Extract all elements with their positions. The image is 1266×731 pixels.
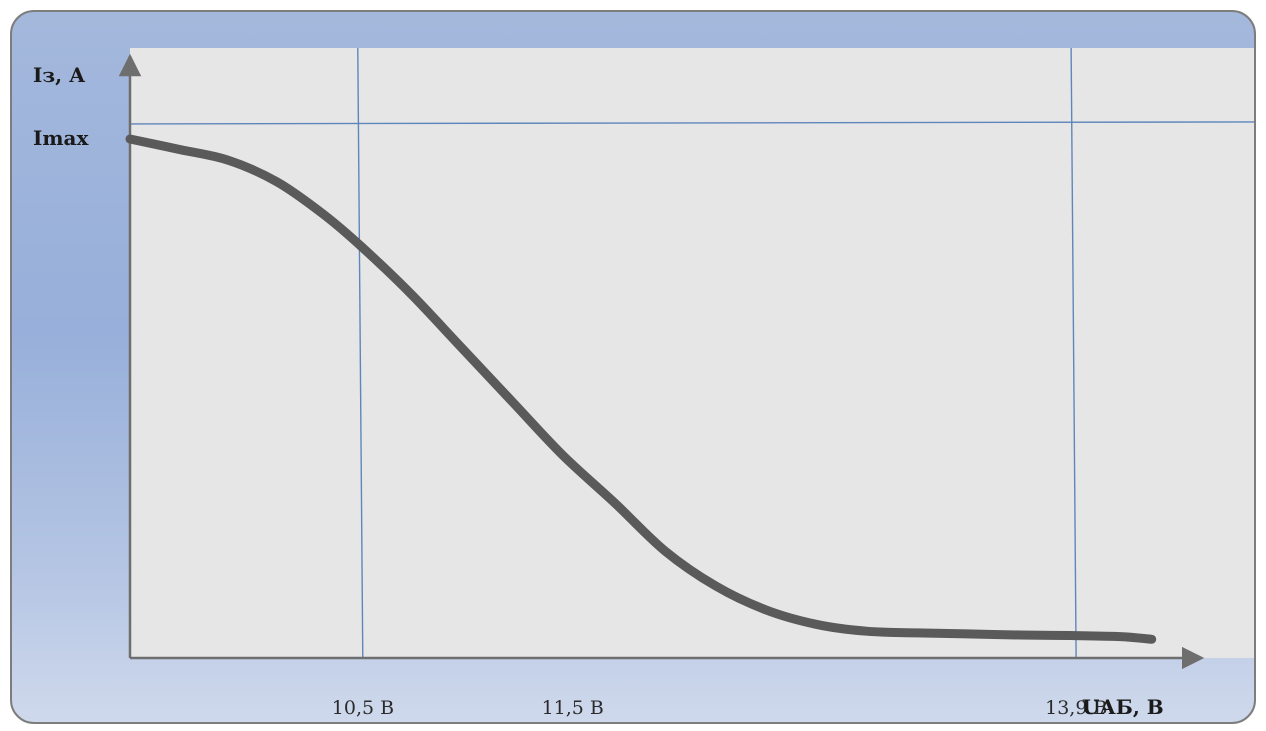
chart-svg: 10,5 В 11,5 В 13,9 В Imax Iз, А UАБ, В <box>33 47 1254 719</box>
reference-line-horizontal <box>129 121 1254 125</box>
reference-line-vertical <box>1070 47 1077 659</box>
plot-area <box>130 48 1254 658</box>
reference-lines <box>129 47 1254 659</box>
axes <box>118 53 1205 670</box>
chart-frame: 10,5 В 11,5 В 13,9 В Imax Iз, А UАБ, В <box>10 10 1256 724</box>
x-tick-label: 11,5 В <box>542 697 604 719</box>
reference-line-vertical <box>357 47 364 659</box>
labels-layer: 10,5 В 11,5 В 13,9 В Imax Iз, А UАБ, В <box>33 63 1164 719</box>
x-tick-label: 10,5 В <box>332 697 394 719</box>
y-tick-label: Imax <box>33 126 89 150</box>
x-axis-title: UАБ, В <box>1082 695 1164 719</box>
series-layer <box>125 134 1157 644</box>
y-axis-title: Iз, А <box>33 63 86 87</box>
x-tick-label: 13,9 В <box>1045 697 1107 719</box>
data-curve <box>125 134 1157 644</box>
